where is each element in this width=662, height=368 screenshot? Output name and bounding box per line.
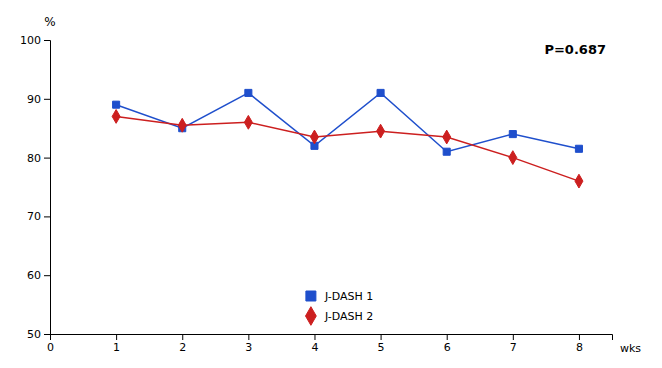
y-tick-mark [44,40,50,41]
legend-swatch [306,291,316,301]
x-tick: 0 [47,334,54,354]
x-tick-mark [314,334,315,340]
series-line [116,93,579,152]
series-marker [112,110,120,124]
legend-label: J-DASH 2 [324,310,373,323]
y-axis: 50 60 70 80 90 100 [20,34,51,341]
x-tick: 7 [510,334,517,354]
y-axis-line [44,41,51,335]
annotation: P=0.687 [544,42,606,57]
series-marker [443,130,451,144]
legend-label: J-DASH 1 [324,290,373,303]
series-marker [509,151,517,165]
series-marker [377,124,385,138]
y-tick-label: 70 [27,210,41,223]
x-tick: 5 [378,334,385,354]
y-tick-mark [44,99,50,100]
x-tick-label: 3 [245,341,252,354]
series-marker [377,89,384,96]
x-axis: 0 1 2 3 4 5 6 7 8 [47,334,613,354]
legend-item: J-DASH 2 [306,307,374,326]
series-marker [443,148,450,155]
x-tick: 6 [444,334,451,354]
series [113,89,583,155]
series-marker [575,174,583,188]
series-marker [244,115,252,129]
x-tick-label: 1 [113,341,120,354]
x-tick: 1 [113,334,120,354]
y-tick-mark [44,275,50,276]
legend-item: J-DASH 1 [306,290,373,303]
y-tick-label: 60 [27,269,41,282]
x-tick: 4 [311,334,318,354]
x-tick-mark [579,334,580,340]
x-tick-label: 6 [444,341,451,354]
y-tick-label: 100 [20,34,41,47]
y-tick-label: 50 [27,328,41,341]
x-axis-line [51,335,613,341]
x-tick-mark [513,334,514,340]
x-tick-label: 8 [576,341,583,354]
x-tick: 8 [576,334,583,354]
x-tick-mark [248,334,249,340]
chart: 0 1 2 3 4 5 6 7 8 50 60 70 80 90 100% wks P=0.687 J-DASH … [0,0,662,368]
y-tick-mark [44,158,50,159]
x-tick-label: 4 [311,341,318,354]
y-tick-label: 90 [27,93,41,106]
x-tick-mark [381,334,382,340]
y-tick: 70 [27,210,50,223]
x-tick-label: 0 [47,341,54,354]
series-marker [310,130,318,144]
plot-marks [112,89,583,188]
series-line [116,116,579,181]
y-tick: 90 [27,93,50,106]
x-tick-mark [182,334,183,340]
y-tick-mark [44,216,50,217]
x-tick: 2 [179,334,186,354]
series-marker [575,145,582,152]
x-axis-label: wks [620,342,641,355]
y-tick: 50 [27,328,50,341]
x-tick-mark [447,334,448,340]
y-tick-mark [44,334,50,335]
series-marker [509,131,516,138]
x-tick-label: 2 [179,341,186,354]
series-marker [178,118,186,132]
x-tick-label: 5 [378,341,385,354]
y-axis-label: % [44,15,55,29]
y-tick: 60 [27,269,50,282]
x-tick: 3 [245,334,252,354]
y-tick: 100 [20,34,50,47]
legend: J-DASH 1 J-DASH 2 [306,290,374,325]
series-marker [245,89,252,96]
y-tick-label: 80 [27,152,41,165]
series-marker [113,101,120,108]
legend-swatch [306,307,317,326]
y-tick: 80 [27,152,50,165]
x-tick-mark [116,334,117,340]
series [112,110,583,188]
x-tick-label: 7 [510,341,517,354]
